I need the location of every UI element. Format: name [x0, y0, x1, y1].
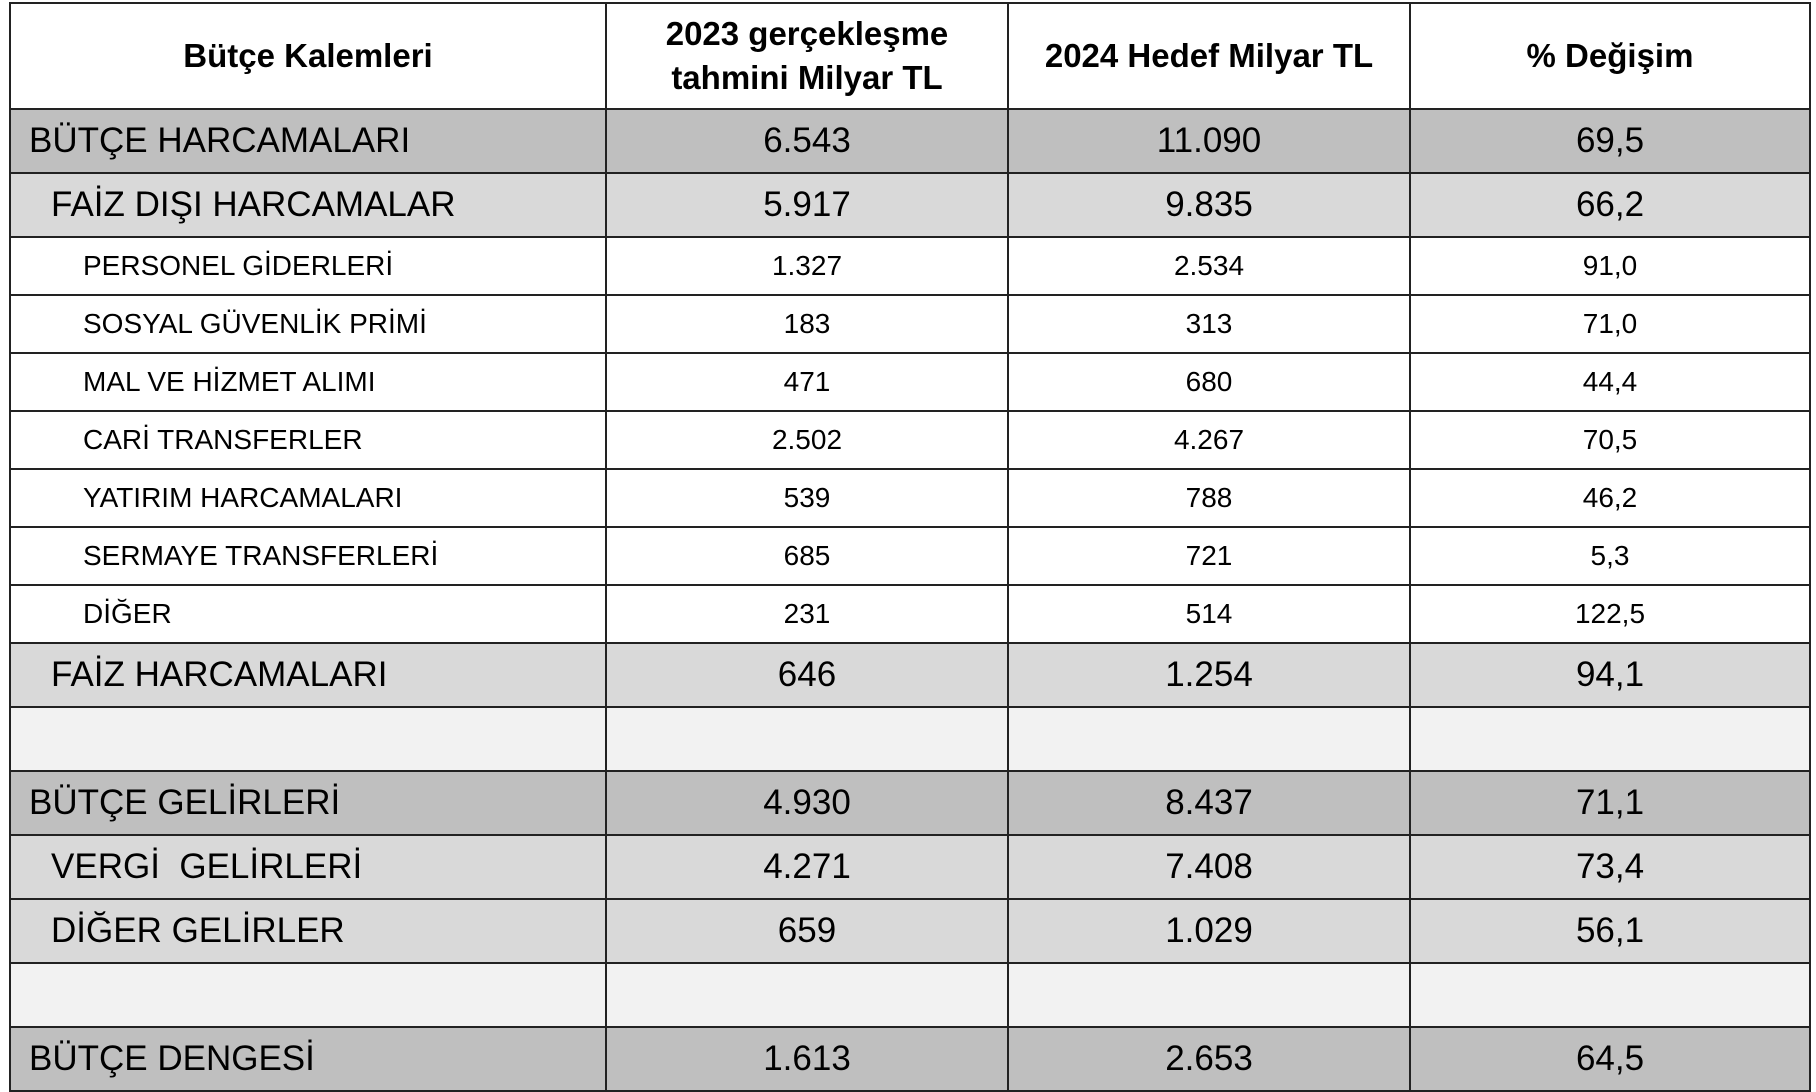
- value-cell: 313: [1007, 294, 1411, 354]
- empty-cell: [1007, 706, 1411, 772]
- item-cell: CARİ TRANSFERLER: [9, 410, 607, 470]
- value-cell: 44,4: [1409, 352, 1811, 412]
- item-cell: BÜTÇE DENGESİ: [9, 1026, 607, 1092]
- value-cell: 4.930: [605, 770, 1009, 836]
- table-row: [9, 706, 1811, 772]
- value-cell: 685: [605, 526, 1009, 586]
- header-cell: Bütçe Kalemleri: [9, 2, 607, 110]
- value-cell: 5.917: [605, 172, 1009, 238]
- item-cell: PERSONEL GİDERLERİ: [9, 236, 607, 296]
- value-cell: 73,4: [1409, 834, 1811, 900]
- value-cell: 231: [605, 584, 1009, 644]
- value-cell: 122,5: [1409, 584, 1811, 644]
- value-cell: 5,3: [1409, 526, 1811, 586]
- item-cell: SERMAYE TRANSFERLERİ: [9, 526, 607, 586]
- empty-cell: [605, 962, 1009, 1028]
- table-row: VERGİ GELİRLERİ 4.271 7.408 73,4: [9, 834, 1811, 900]
- item-cell: YATIRIM HARCAMALARI: [9, 468, 607, 528]
- table-row: FAİZ HARCAMALARI 646 1.254 94,1: [9, 642, 1811, 708]
- value-cell: 71,0: [1409, 294, 1811, 354]
- value-cell: 4.271: [605, 834, 1009, 900]
- value-cell: 646: [605, 642, 1009, 708]
- item-cell: BÜTÇE HARCAMALARI: [9, 108, 607, 174]
- table-row: DİĞER 231 514 122,5: [9, 584, 1811, 644]
- empty-cell: [9, 706, 607, 772]
- header-cell: 2024 Hedef Milyar TL: [1007, 2, 1411, 110]
- value-cell: 7.408: [1007, 834, 1411, 900]
- value-cell: 9.835: [1007, 172, 1411, 238]
- value-cell: 71,1: [1409, 770, 1811, 836]
- header-cell: 2023 gerçekleşme tahmini Milyar TL: [605, 2, 1009, 110]
- value-cell: 1.254: [1007, 642, 1411, 708]
- value-cell: 46,2: [1409, 468, 1811, 528]
- header-text: % Değişim: [1526, 37, 1694, 74]
- empty-cell: [605, 706, 1009, 772]
- value-cell: 56,1: [1409, 898, 1811, 964]
- value-cell: 788: [1007, 468, 1411, 528]
- budget-table: Bütçe Kalemleri 2023 gerçekleşme tahmini …: [9, 2, 1811, 1092]
- table-row: BÜTÇE HARCAMALARI 6.543 11.090 69,5: [9, 108, 1811, 174]
- table-row: CARİ TRANSFERLER 2.502 4.267 70,5: [9, 410, 1811, 470]
- value-cell: 1.029: [1007, 898, 1411, 964]
- item-cell: VERGİ GELİRLERİ: [9, 834, 607, 900]
- item-cell: BÜTÇE GELİRLERİ: [9, 770, 607, 836]
- header-row: Bütçe Kalemleri 2023 gerçekleşme tahmini …: [9, 2, 1811, 110]
- table-row: SOSYAL GÜVENLİK PRİMİ 183 313 71,0: [9, 294, 1811, 354]
- value-cell: 514: [1007, 584, 1411, 644]
- value-cell: 1.613: [605, 1026, 1009, 1092]
- value-cell: 1.327: [605, 236, 1009, 296]
- table-row: MAL VE HİZMET ALIMI 471 680 44,4: [9, 352, 1811, 412]
- value-cell: 4.267: [1007, 410, 1411, 470]
- table-row: BÜTÇE GELİRLERİ 4.930 8.437 71,1: [9, 770, 1811, 836]
- item-cell: FAİZ HARCAMALARI: [9, 642, 607, 708]
- table-row: BÜTÇE DENGESİ 1.613 2.653 64,5: [9, 1026, 1811, 1092]
- header-cell: % Değişim: [1409, 2, 1811, 110]
- table-row: FAİZ DIŞI HARCAMALAR 5.917 9.835 66,2: [9, 172, 1811, 238]
- item-cell: MAL VE HİZMET ALIMI: [9, 352, 607, 412]
- value-cell: 539: [605, 468, 1009, 528]
- table-row: DİĞER GELİRLER 659 1.029 56,1: [9, 898, 1811, 964]
- value-cell: 94,1: [1409, 642, 1811, 708]
- empty-cell: [1007, 962, 1411, 1028]
- value-cell: 471: [605, 352, 1009, 412]
- header-text: 2024 Hedef Milyar TL: [1044, 37, 1374, 74]
- value-cell: 70,5: [1409, 410, 1811, 470]
- empty-cell: [1409, 962, 1811, 1028]
- table-row: YATIRIM HARCAMALARI 539 788 46,2: [9, 468, 1811, 528]
- table-body: BÜTÇE HARCAMALARI 6.543 11.090 69,5 FAİZ DIŞ…: [9, 108, 1811, 1092]
- header-text: 2023 gerçekleşme tahmini Milyar TL: [665, 15, 949, 96]
- item-cell: FAİZ DIŞI HARCAMALAR: [9, 172, 607, 238]
- value-cell: 2.534: [1007, 236, 1411, 296]
- item-cell: SOSYAL GÜVENLİK PRİMİ: [9, 294, 607, 354]
- value-cell: 680: [1007, 352, 1411, 412]
- table-row: PERSONEL GİDERLERİ 1.327 2.534 91,0: [9, 236, 1811, 296]
- header-text: Bütçe Kalemleri: [183, 37, 433, 74]
- value-cell: 64,5: [1409, 1026, 1811, 1092]
- budget-table-wrap: Bütçe Kalemleri 2023 gerçekleşme tahmini …: [9, 2, 1811, 1092]
- value-cell: 659: [605, 898, 1009, 964]
- value-cell: 66,2: [1409, 172, 1811, 238]
- item-cell: DİĞER GELİRLER: [9, 898, 607, 964]
- empty-cell: [9, 962, 607, 1028]
- value-cell: 8.437: [1007, 770, 1411, 836]
- value-cell: 69,5: [1409, 108, 1811, 174]
- value-cell: 11.090: [1007, 108, 1411, 174]
- value-cell: 91,0: [1409, 236, 1811, 296]
- value-cell: 2.653: [1007, 1026, 1411, 1092]
- value-cell: 721: [1007, 526, 1411, 586]
- table-row: SERMAYE TRANSFERLERİ 685 721 5,3: [9, 526, 1811, 586]
- value-cell: 183: [605, 294, 1009, 354]
- value-cell: 6.543: [605, 108, 1009, 174]
- value-cell: 2.502: [605, 410, 1009, 470]
- table-row: [9, 962, 1811, 1028]
- empty-cell: [1409, 706, 1811, 772]
- item-cell: DİĞER: [9, 584, 607, 644]
